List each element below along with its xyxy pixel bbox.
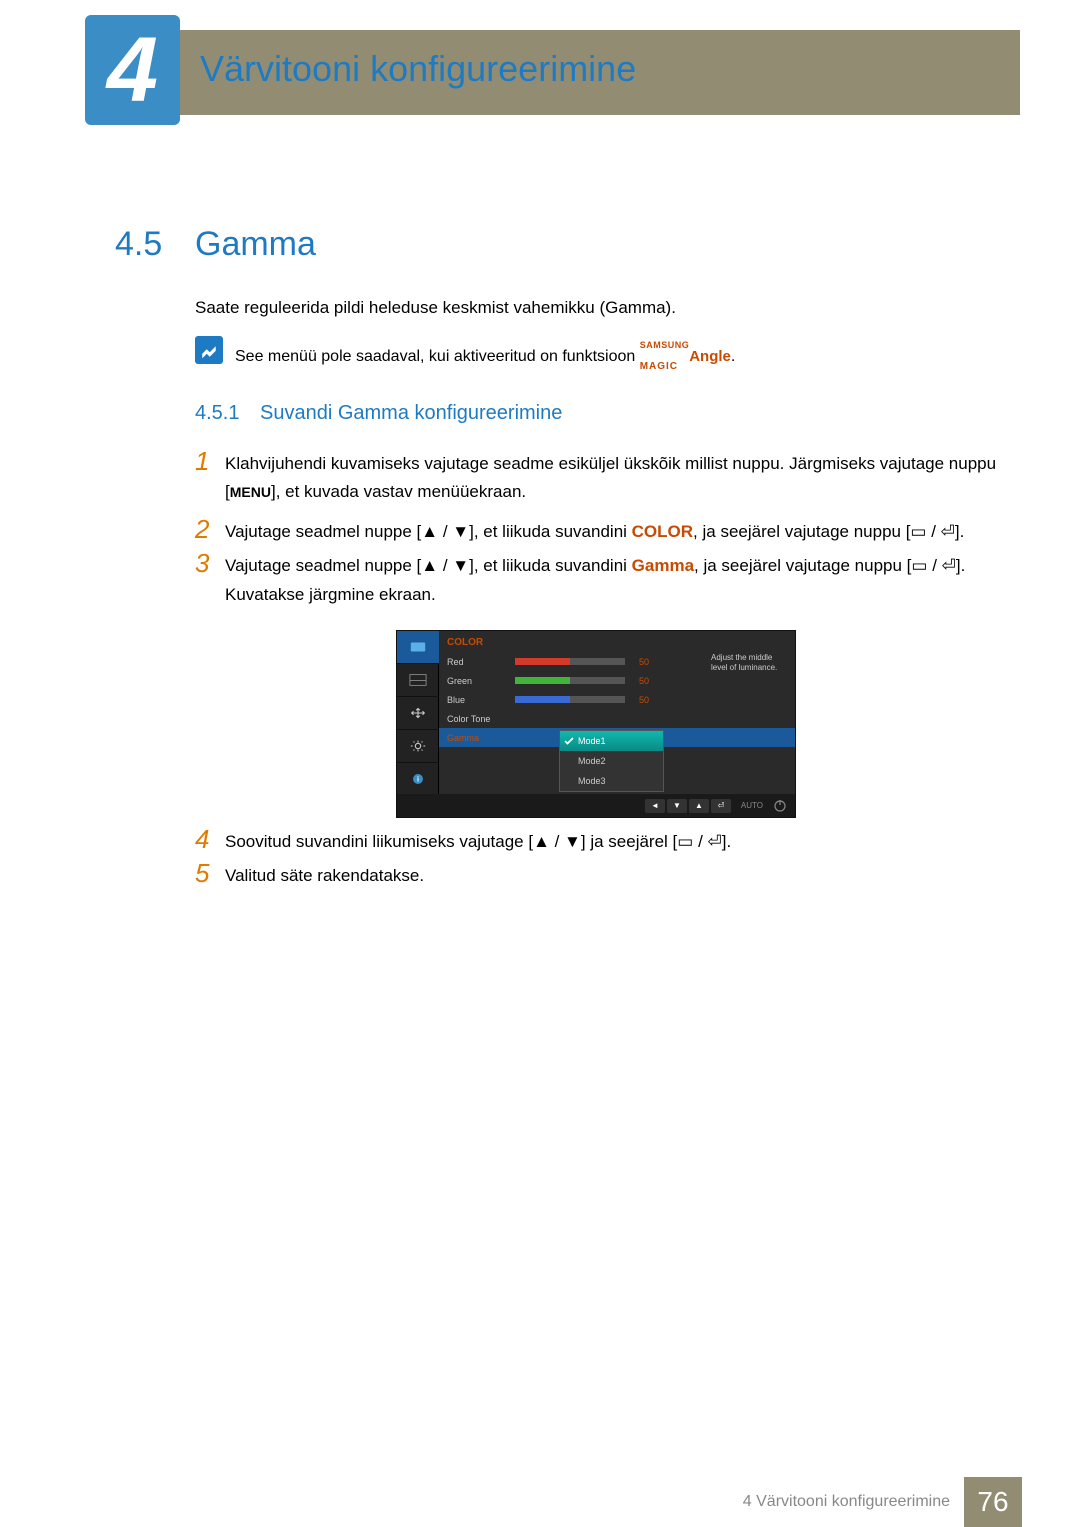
step-num-2: 2 bbox=[195, 514, 209, 545]
note-icon bbox=[195, 336, 223, 364]
step-3: 3 Vajutage seadmel nuppe [▲ / ▼], et lii… bbox=[195, 552, 1020, 609]
size-icon bbox=[397, 697, 439, 730]
step-1: 1 Klahvijuhendi kuvamiseks vajutage sead… bbox=[195, 450, 1020, 506]
subsection-number: 4.5.1 bbox=[195, 402, 239, 425]
osd-sidebar: i bbox=[397, 631, 439, 796]
chapter-number: 4 bbox=[107, 18, 158, 123]
up-down-arrows-icon: ▲ / ▼ bbox=[421, 518, 469, 546]
chapter-badge: 4 bbox=[85, 15, 180, 125]
input-enter-icon: ▭ / ⏎ bbox=[910, 518, 954, 546]
svg-text:i: i bbox=[417, 775, 419, 784]
footer-text: 4 Värvitooni konfigureerimine bbox=[743, 1493, 950, 1511]
intro-text: Saate reguleerida pildi heleduse keskmis… bbox=[195, 298, 676, 318]
osd-green-value: 50 bbox=[625, 676, 653, 686]
osd-dropdown: Mode1 Mode2 Mode3 bbox=[559, 730, 664, 792]
note-before: See menüü pole saadaval, kui aktiveeritu… bbox=[235, 348, 640, 365]
osd-blue-bar bbox=[515, 696, 625, 703]
step5-text: Valitud säte rakendatakse. bbox=[225, 866, 424, 885]
step-num-1: 1 bbox=[195, 446, 209, 477]
nav-enter-icon: ⏎ bbox=[711, 799, 731, 813]
gamma-keyword: Gamma bbox=[632, 556, 694, 575]
brightness-icon bbox=[397, 631, 439, 664]
chapter-title: Värvitooni konfigureerimine bbox=[200, 48, 636, 90]
step4-a: Soovitud suvandini liikumiseks vajutage … bbox=[225, 832, 533, 851]
step-num-4: 4 bbox=[195, 824, 209, 855]
osd-tip: Adjust the middle level of luminance. bbox=[711, 653, 789, 674]
step4-b: ] ja seejärel [ bbox=[581, 832, 677, 851]
osd-red-label: Red bbox=[447, 657, 515, 667]
nav-auto-label: AUTO bbox=[741, 801, 763, 810]
osd-green-label: Green bbox=[447, 676, 515, 686]
footer-page: 76 bbox=[964, 1477, 1022, 1527]
osd-colortone-label: Color Tone bbox=[447, 714, 515, 724]
step4-c: ]. bbox=[722, 832, 731, 851]
nav-down-icon: ▼ bbox=[667, 799, 687, 813]
power-icon bbox=[773, 799, 787, 813]
magic-suffix: Angle bbox=[689, 348, 731, 365]
subsection-title: Suvandi Gamma konfigureerimine bbox=[260, 402, 562, 425]
osd-red-bar bbox=[515, 658, 625, 665]
osd-row-colortone: Color Tone bbox=[439, 709, 795, 728]
step2-a: Vajutage seadmel nuppe [ bbox=[225, 522, 421, 541]
step-2: 2 Vajutage seadmel nuppe [▲ / ▼], et lii… bbox=[195, 518, 1020, 547]
input-enter-icon: ▭ / ⏎ bbox=[911, 552, 955, 580]
info-icon: i bbox=[397, 763, 439, 796]
osd-green-bar bbox=[515, 677, 625, 684]
step1-b: ], et kuvada vastav menüüekraan. bbox=[271, 482, 526, 501]
step3-b: ], et liikuda suvandini bbox=[469, 556, 632, 575]
note-after: . bbox=[731, 348, 735, 365]
step-5: 5 Valitud säte rakendatakse. bbox=[195, 862, 1020, 890]
osd-nav: ◄ ▼ ▲ ⏎ AUTO bbox=[397, 794, 795, 817]
magic-top: SAMSUNG bbox=[640, 341, 690, 349]
osd-mode3: Mode3 bbox=[560, 771, 663, 791]
osd-mode3-label: Mode3 bbox=[578, 776, 606, 786]
checkmark-icon bbox=[564, 736, 574, 746]
step-num-5: 5 bbox=[195, 858, 209, 889]
step3-c: , ja seejärel vajutage nuppu [ bbox=[694, 556, 911, 575]
section-number: 4.5 bbox=[115, 225, 162, 264]
step-num-3: 3 bbox=[195, 548, 209, 579]
step2-b: ], et liikuda suvandini bbox=[469, 522, 632, 541]
magic-bottom: MAGIC bbox=[640, 361, 678, 372]
input-enter-icon: ▭ / ⏎ bbox=[677, 828, 721, 856]
footer: 4 Värvitooni konfigureerimine 76 bbox=[0, 1477, 1080, 1527]
step2-d: ]. bbox=[955, 522, 964, 541]
osd-mode1-label: Mode1 bbox=[578, 736, 606, 746]
nav-left-icon: ◄ bbox=[645, 799, 665, 813]
osd-blue-label: Blue bbox=[447, 695, 515, 705]
color-keyword: COLOR bbox=[632, 522, 693, 541]
up-down-arrows-icon: ▲ / ▼ bbox=[421, 552, 469, 580]
osd-title: COLOR bbox=[439, 631, 795, 652]
note-text: See menüü pole saadaval, kui aktiveeritu… bbox=[235, 341, 735, 373]
osd-mode1: Mode1 bbox=[560, 731, 663, 751]
osd-blue-value: 50 bbox=[625, 695, 653, 705]
up-down-arrows-icon: ▲ / ▼ bbox=[533, 828, 581, 856]
osd-row-blue: Blue 50 bbox=[439, 690, 795, 709]
osd-main: COLOR Red 50 Green 50 Blue 50 Color Tone… bbox=[439, 631, 795, 796]
step-4: 4 Soovitud suvandini liikumiseks vajutag… bbox=[195, 828, 1020, 857]
step3-a: Vajutage seadmel nuppe [ bbox=[225, 556, 421, 575]
osd-mode2: Mode2 bbox=[560, 751, 663, 771]
settings-icon bbox=[397, 730, 439, 763]
nav-up-icon: ▲ bbox=[689, 799, 709, 813]
picture-icon bbox=[397, 664, 439, 697]
osd-mode2-label: Mode2 bbox=[578, 756, 606, 766]
step2-c: , ja seejärel vajutage nuppu [ bbox=[693, 522, 910, 541]
osd-red-value: 50 bbox=[625, 657, 653, 667]
section-title: Gamma bbox=[195, 225, 316, 264]
osd-menu: i COLOR Red 50 Green 50 Blue 50 Color To… bbox=[396, 630, 796, 818]
osd-gamma-label: Gamma bbox=[447, 733, 515, 743]
menu-label: MENU bbox=[230, 484, 271, 500]
osd-row-green: Green 50 bbox=[439, 671, 795, 690]
